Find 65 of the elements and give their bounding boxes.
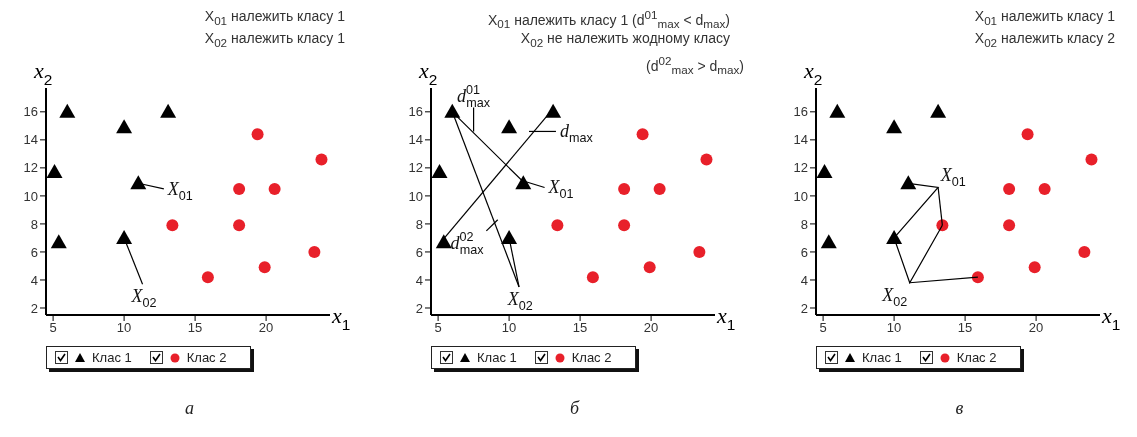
text: (d$^{02}$$_{max}$ > d$_{max}$): [646, 54, 744, 77]
y-tick-label: 6: [30, 244, 38, 260]
y-tick-label: 2: [30, 300, 38, 316]
y-tick-label: 4: [800, 272, 808, 288]
y-tick-label: 10: [23, 188, 38, 204]
x-tick-label: 10: [116, 320, 132, 336]
y-tick-label: 16: [23, 104, 38, 120]
text: а: [184, 398, 195, 419]
y-axis-title: x$_{2}$: [803, 58, 823, 88]
x-axis-title: x$_{1}$: [331, 303, 351, 333]
chart-subtitle: X$_{02}$ належить класу 2: [974, 30, 1115, 49]
legend-label: Клас 2: [571, 350, 612, 365]
x-tick-label: 5: [819, 320, 827, 336]
x-tick-label: 20: [1028, 320, 1044, 336]
y-tick-label: 14: [793, 132, 808, 148]
annotation: X$_{02}$: [881, 284, 908, 310]
annotation: X$_{01}$: [547, 177, 574, 202]
annotation: X$_{01}$: [166, 178, 193, 204]
y-tick-label: 10: [408, 188, 423, 204]
x-tick-label: 5: [49, 320, 57, 336]
chart-title: X$_{01}$ належить класу 1 (d$^{01}$$_{max}$ < d$_{max}$): [487, 8, 730, 31]
y-tick-label: 12: [23, 160, 38, 176]
x-tick-label: 20: [258, 320, 274, 336]
x-tick-label: 15: [187, 320, 203, 336]
chart-subtitle: X$_{02}$ не належить жодному класу: [520, 30, 730, 49]
chart-title: X$_{01}$ належить класу 1: [974, 8, 1115, 27]
y-tick-label: 2: [415, 300, 423, 316]
y-tick-label: 8: [415, 216, 423, 232]
y-tick-label: 4: [415, 272, 423, 288]
y-tick-label: 14: [23, 132, 38, 148]
legend-label: Клас 2: [956, 350, 997, 365]
x-tick-label: 15: [957, 320, 973, 336]
y-tick-label: 14: [408, 132, 423, 148]
y-tick-label: 8: [30, 216, 38, 232]
x-tick-label: 10: [886, 320, 902, 336]
y-tick-label: 16: [793, 104, 808, 120]
y-tick-label: 6: [415, 244, 423, 260]
x-axis-title: x$_{1}$: [716, 303, 736, 333]
legend-label: Клас 2: [186, 350, 227, 365]
legend-label: Клас 1: [92, 350, 132, 365]
y-tick-label: 4: [30, 272, 38, 288]
legend-label: Клас 1: [862, 350, 902, 365]
y-tick-label: 12: [793, 160, 808, 176]
y-tick-label: 16: [408, 104, 423, 120]
y-tick-label: 2: [800, 300, 808, 316]
y-tick-label: 10: [793, 188, 808, 204]
y-axis-title: x$_{2}$: [33, 58, 53, 88]
legend-label: Клас 1: [477, 350, 517, 365]
y-axis-title: x$_{2}$: [418, 58, 438, 88]
text: в: [954, 398, 965, 419]
x-tick-label: 20: [643, 320, 659, 336]
annotation: X$_{02}$: [130, 286, 157, 311]
x-axis-title: x$_{1}$: [1101, 303, 1121, 333]
chart-title: X$_{01}$ належить класу 1: [204, 8, 345, 27]
x-tick-label: 5: [434, 320, 442, 336]
annotation: X$_{01}$: [939, 165, 966, 190]
x-tick-label: 15: [572, 320, 588, 336]
annotation: X$_{02}$: [506, 288, 533, 314]
chart-subtitle: X$_{02}$ належить класу 1: [204, 30, 345, 49]
annotation: d$_{max}$: [559, 121, 594, 146]
x-tick-label: 10: [501, 320, 517, 336]
y-tick-label: 8: [800, 216, 808, 232]
y-tick-label: 12: [408, 160, 423, 176]
y-tick-label: 6: [800, 244, 808, 260]
text: б: [568, 398, 581, 419]
